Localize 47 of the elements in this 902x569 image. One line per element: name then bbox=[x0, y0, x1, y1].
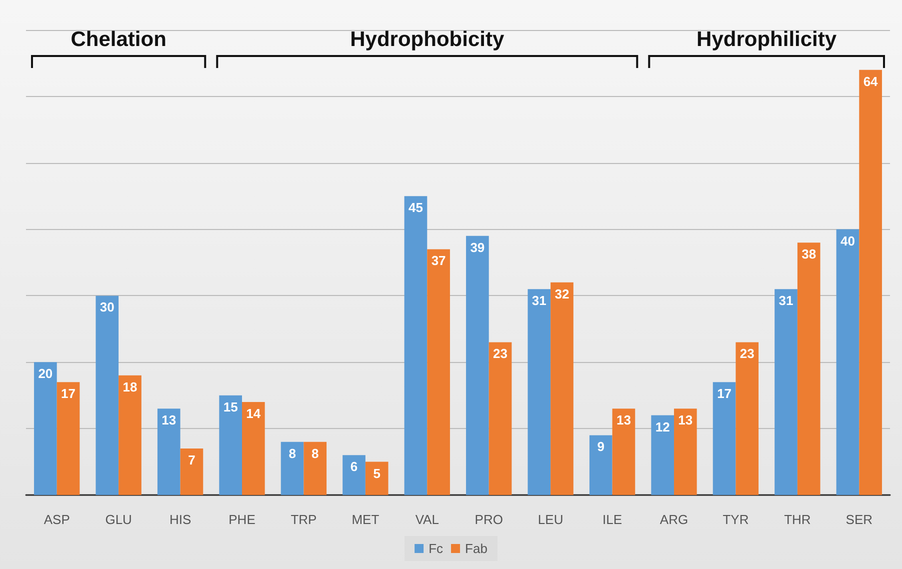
data-label: 38 bbox=[802, 246, 816, 262]
data-label: 18 bbox=[122, 379, 138, 394]
x-tick-label: PHE bbox=[228, 512, 256, 527]
x-tick-label: ASP bbox=[44, 512, 70, 527]
x-tick-label: ILE bbox=[602, 512, 622, 527]
x-tick-label: ARG bbox=[660, 512, 688, 527]
data-label: 23 bbox=[740, 346, 754, 362]
data-label: 31 bbox=[778, 293, 794, 308]
data-label: 15 bbox=[223, 399, 238, 414]
x-tick-label: TYR bbox=[722, 512, 749, 527]
data-label: 64 bbox=[863, 74, 879, 89]
data-label: 20 bbox=[38, 366, 53, 382]
x-tick-label: TRP bbox=[290, 512, 317, 527]
data-label: 5 bbox=[373, 466, 380, 481]
data-label: 37 bbox=[431, 253, 446, 268]
data-label: 14 bbox=[246, 406, 262, 421]
data-label: 6 bbox=[350, 459, 358, 474]
data-label: 30 bbox=[100, 300, 114, 315]
data-label: 12 bbox=[655, 419, 670, 434]
data-label: 8 bbox=[288, 446, 296, 461]
data-label: 17 bbox=[61, 386, 76, 402]
x-tick-label: VAL bbox=[415, 512, 439, 527]
data-label: 13 bbox=[616, 412, 631, 428]
annotation: Hydrophobicity bbox=[350, 28, 504, 52]
annotation: Chelation bbox=[70, 28, 166, 52]
annotation: Hydrophilicity bbox=[696, 28, 837, 52]
data-label: 17 bbox=[717, 386, 732, 402]
data-label: 32 bbox=[554, 286, 570, 302]
data-label: 13 bbox=[162, 412, 176, 428]
data-label: 23 bbox=[493, 346, 508, 362]
x-tick-label: THR bbox=[784, 512, 811, 527]
data-label: 31 bbox=[532, 293, 546, 308]
data-label: 39 bbox=[470, 240, 485, 255]
data-label: 13 bbox=[678, 412, 693, 428]
x-tick-label: PRO bbox=[474, 512, 503, 527]
data-label: 40 bbox=[840, 233, 855, 248]
x-tick-label: LEU bbox=[538, 512, 564, 527]
data-label: 7 bbox=[188, 452, 196, 468]
legend-label: Fab bbox=[465, 541, 488, 556]
x-tick-label: HIS bbox=[169, 512, 192, 527]
data-label: 8 bbox=[312, 446, 319, 461]
x-tick-label: MET bbox=[352, 512, 380, 527]
x-tick-label: SER bbox=[846, 512, 873, 527]
data-label: 45 bbox=[408, 200, 423, 216]
legend-label: Fc bbox=[428, 541, 444, 556]
data-label: 9 bbox=[597, 439, 604, 454]
x-tick-label: GLU bbox=[105, 512, 132, 527]
